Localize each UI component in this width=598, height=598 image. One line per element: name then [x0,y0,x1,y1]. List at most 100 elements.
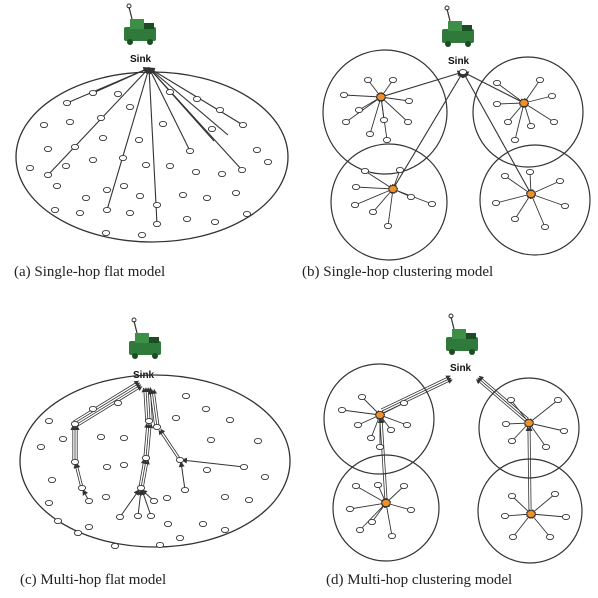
sensor-node-icon [386,426,396,434]
sensor-node-icon [379,116,389,124]
panel-a: Sink (a) Single-hop flat model [14,3,289,280]
sensor-node-icon [402,421,412,429]
link-arrow [150,389,158,428]
sensor-node-icon [75,209,85,217]
sensor-node-icon [526,122,536,130]
sensor-node-icon [102,463,112,471]
link-arrow [75,462,84,488]
sensor-node-icon [540,223,550,231]
sensor-node-icon [61,162,71,170]
link-arrow [530,180,561,195]
sensor-node-icon [503,118,513,126]
sensor-node-icon [355,526,365,534]
sensor-node-icon [506,396,516,404]
cluster-boundary [472,56,584,168]
link-arrow [380,375,451,410]
sensor-node-icon [62,99,72,107]
sink-icon [128,317,162,360]
sensor-node-icon [113,399,123,407]
link-arrow [349,501,387,510]
sensor-node-icon [149,497,159,505]
link-arrow [181,457,245,468]
link-arrow [496,82,525,104]
sensor-node-icon [560,202,570,210]
link-arrow [74,382,141,424]
link-arrow [392,71,464,190]
cluster-boundary [477,458,583,564]
sensor-node-icon [406,193,416,201]
link-arrow [147,389,156,428]
link-arrow [523,79,541,104]
sink-label: Sink [450,363,472,374]
sensor-node-icon [237,166,247,174]
cluster-head-icon [524,418,534,428]
sensor-node-icon [202,194,212,202]
sensor-node-icon [206,436,216,444]
sensor-node-icon [43,171,53,179]
sensor-node-icon [119,461,129,469]
sensor-node-icon [357,393,367,401]
sensor-node-icon [360,167,370,175]
link-arrow [341,409,381,418]
sensor-node-icon [492,100,502,108]
sensor-node-icon [175,456,185,464]
sensor-node-icon [198,520,208,528]
link-arrow [380,96,409,123]
sensor-node-icon [141,161,151,169]
sink-icon [445,313,479,356]
cluster-boundary [479,144,591,256]
link-arrow [528,422,547,448]
sensor-node-icon [146,512,156,520]
sensor-node-icon [152,220,162,228]
sensor-node-icon [350,201,360,209]
sensor-node-icon [84,497,94,505]
sensor-node-icon [383,222,393,230]
sensor-node-icon [201,405,211,413]
link-arrow [527,426,533,510]
sensor-node-icon [263,158,273,166]
sensor-node-icon [555,177,565,185]
sensor-node-icon [510,215,520,223]
sensor-node-icon [181,392,191,400]
sensor-node-icon [225,416,235,424]
sensor-node-icon [491,199,501,207]
link-arrow [354,188,394,206]
cluster-head-icon [526,189,536,199]
link-arrow [387,188,396,227]
sensor-node-icon [165,88,175,96]
link-arrow [477,377,528,421]
cluster-boundary [478,377,580,479]
link-arrow [343,94,382,100]
link-arrow [510,399,530,424]
cluster-boundary [323,363,435,475]
link-arrow [514,193,532,220]
cluster-head-icon [519,98,529,108]
cluster-head-icon [376,92,386,102]
link-arrow [523,95,553,105]
sensor-node-icon [231,189,241,197]
sink-label: Sink [130,54,152,65]
link-arrow [140,459,148,489]
link-arrow [379,418,388,500]
sensor-node-icon [98,134,108,142]
link-arrow [369,96,383,135]
sensor-node-icon [339,91,349,99]
link-arrow [145,66,158,225]
sensor-node-icon [541,443,551,451]
link-arrow [152,388,160,427]
sensor-node-icon [399,399,409,407]
link-arrow [512,513,532,538]
sensor-node-icon [507,437,517,445]
link-arrow [523,102,555,123]
sensor-node-icon [135,192,145,200]
sensor-node-icon [178,191,188,199]
sensor-node-icon [162,494,172,502]
sensor-node-icon [102,186,112,194]
sensor-node-icon [84,523,94,531]
sensor-node-icon [152,423,162,431]
sensor-node-icon [119,434,129,442]
link-arrow [143,423,149,458]
link-arrow [380,70,465,98]
sensor-node-icon [404,97,414,105]
sensor-node-icon [133,512,143,520]
